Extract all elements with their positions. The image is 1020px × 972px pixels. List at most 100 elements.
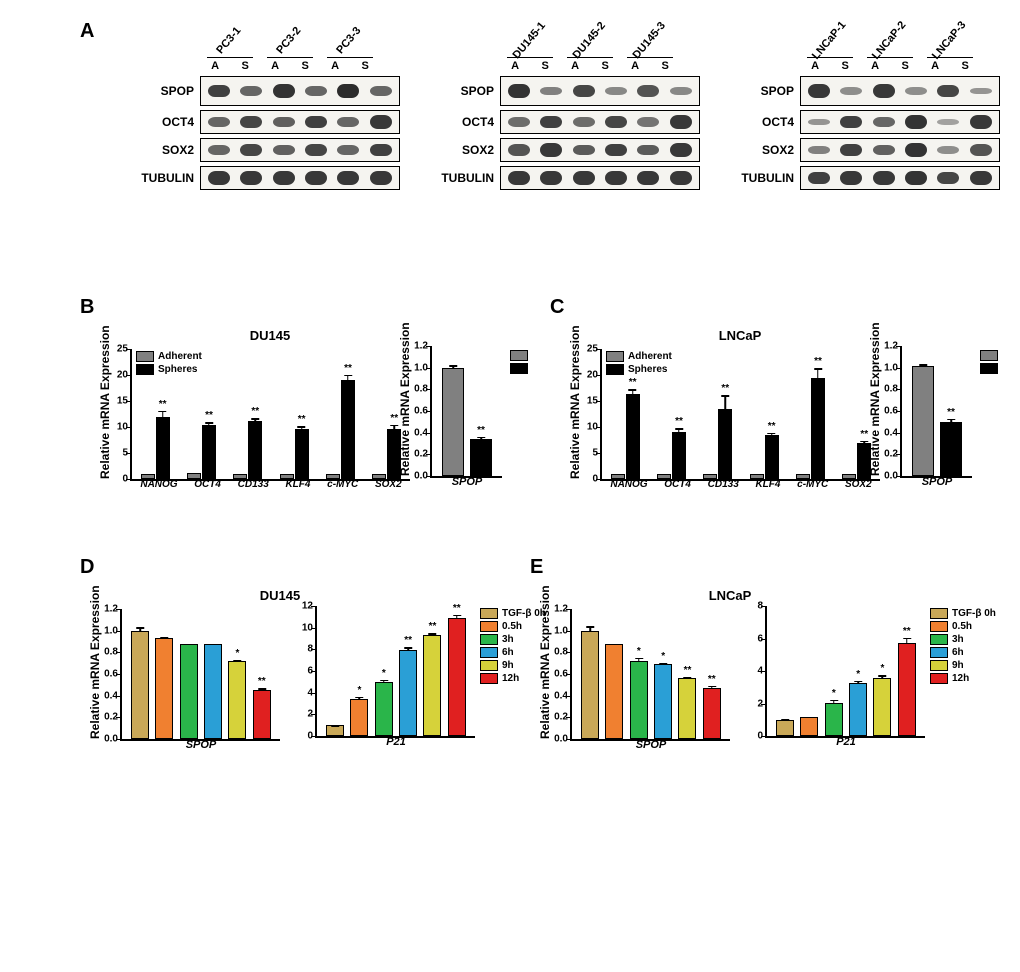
blot-row: OCT4 xyxy=(140,110,400,134)
band xyxy=(273,171,295,184)
x-tick-label: SPOP xyxy=(636,739,667,751)
plot-area: 0510152025Relative mRNA Expression******… xyxy=(600,349,880,481)
legend-swatch xyxy=(480,621,498,632)
band xyxy=(840,87,862,94)
blot-row-label: SPOP xyxy=(140,84,200,98)
legend-item xyxy=(980,350,998,361)
y-axis-label: Relative mRNA Expression xyxy=(98,325,112,479)
blot-strip xyxy=(500,76,700,106)
band xyxy=(873,145,895,155)
bar: * xyxy=(375,682,393,736)
bar: ** xyxy=(626,394,640,479)
chart-legend: Adherent Spheres xyxy=(136,351,202,377)
band xyxy=(873,171,895,184)
legend-item: Spheres xyxy=(136,364,202,375)
legend-swatch xyxy=(480,647,498,658)
legend-label: TGF-β 0h xyxy=(952,608,996,619)
plot-area: 0.00.20.40.60.81.01.2Relative mRNA Expre… xyxy=(430,346,502,478)
band xyxy=(905,171,927,185)
x-tick-label: P21 xyxy=(386,736,406,748)
band xyxy=(337,145,359,155)
blot-group: DU145-1DU145-2DU145-3ASASASSPOPOCT4SOX2T… xyxy=(440,30,700,190)
band xyxy=(273,84,295,98)
bar-group: ** xyxy=(611,394,640,479)
band xyxy=(540,171,562,184)
row-bc: B C DU1450510152025Relative mRNA Express… xyxy=(20,310,1000,520)
blot-row-label: TUBULIN xyxy=(740,171,800,185)
band xyxy=(305,86,327,96)
chart-title: LNCaP xyxy=(600,328,880,343)
legend-item: TGF-β 0h xyxy=(480,608,546,619)
blot-strip xyxy=(800,138,1000,162)
tgf-legend: TGF-β 0h0.5h3h6h9h12h xyxy=(930,608,996,686)
legend-label: 9h xyxy=(502,660,514,671)
bar xyxy=(800,717,818,736)
bar: ** xyxy=(202,425,216,479)
blot-row: SOX2 xyxy=(140,138,400,162)
band xyxy=(670,87,692,95)
band xyxy=(540,143,562,156)
legend-label: Adherent xyxy=(628,351,672,362)
legend-item: 6h xyxy=(480,647,546,658)
x-tick-label: SPOP xyxy=(922,476,953,488)
bar: ** xyxy=(940,422,962,476)
plot-area: 0510152025Relative mRNA Expression******… xyxy=(130,349,410,481)
legend-item: 12h xyxy=(480,673,546,684)
stemness-chart: DU1450510152025Relative mRNA Expression*… xyxy=(130,328,410,481)
band xyxy=(305,116,327,129)
legend-item xyxy=(510,363,528,374)
bar-group: ** xyxy=(326,380,355,479)
x-tick-label: OCT4 xyxy=(194,479,221,490)
bar-group: ** xyxy=(280,429,309,479)
band xyxy=(305,171,327,184)
band xyxy=(873,117,895,127)
legend-swatch xyxy=(980,363,998,374)
bar xyxy=(442,368,464,476)
bar-group: ** xyxy=(372,429,401,479)
bar-group: ** xyxy=(141,417,170,479)
legend-item: 12h xyxy=(930,673,996,684)
band xyxy=(905,115,927,129)
bar xyxy=(204,644,222,739)
blot-row-label: SOX2 xyxy=(440,143,500,157)
bar: ** xyxy=(898,643,916,736)
band xyxy=(208,171,230,184)
blot-strip xyxy=(800,76,1000,106)
band xyxy=(937,146,959,153)
legend-item xyxy=(980,363,998,374)
bar xyxy=(326,725,344,736)
legend-label: Adherent xyxy=(158,351,202,362)
chart-title: DU145 xyxy=(130,328,410,343)
bar: ** xyxy=(399,650,417,736)
bar: * xyxy=(350,699,368,736)
legend-swatch xyxy=(930,660,948,671)
panel-e-label: E xyxy=(530,556,543,579)
plot-area: 02468*****P21 xyxy=(765,606,925,738)
panel-b-label: B xyxy=(80,296,94,319)
plot-area: 024681012********P21 xyxy=(315,606,475,738)
band xyxy=(637,117,659,126)
bar: ** xyxy=(341,380,355,479)
legend-swatch xyxy=(606,351,624,362)
bar xyxy=(776,720,794,736)
bar: ** xyxy=(678,678,696,739)
legend-swatch xyxy=(136,351,154,362)
band xyxy=(808,119,830,126)
legend-item: 0.5h xyxy=(930,621,996,632)
band xyxy=(208,145,230,155)
band xyxy=(605,144,627,157)
legend-swatch xyxy=(480,608,498,619)
blot-strip xyxy=(500,110,700,134)
band xyxy=(840,171,862,184)
legend-item: 0.5h xyxy=(480,621,546,632)
band xyxy=(573,171,595,184)
panel-c-label: C xyxy=(550,296,564,319)
x-tick-label: CD133 xyxy=(238,479,269,490)
bar xyxy=(180,644,198,739)
band xyxy=(637,171,659,184)
x-tick-label: KLF4 xyxy=(755,479,780,490)
legend-item: 3h xyxy=(480,634,546,645)
x-tick-label: c-MYC xyxy=(797,479,828,490)
blot-strip xyxy=(800,166,1000,190)
blot-strip xyxy=(200,76,400,106)
